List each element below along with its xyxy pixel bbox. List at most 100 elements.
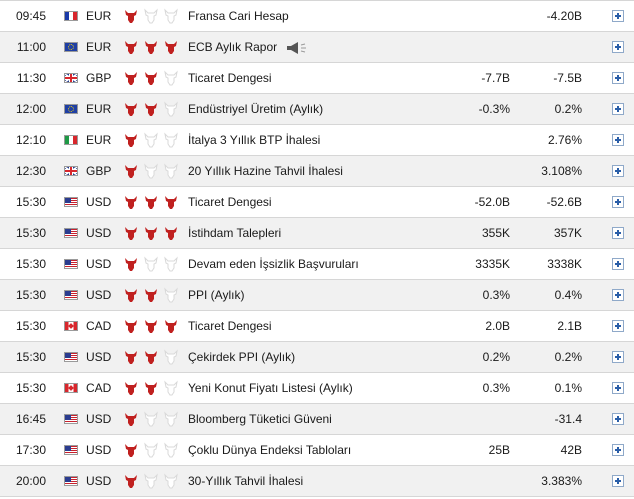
event-name[interactable]: Devam eden İşsizlik Başvuruları [188, 257, 359, 271]
country-flag-icon [64, 166, 78, 176]
event-name[interactable]: Çekirdek PPI (Aylık) [188, 350, 296, 364]
forecast-value [500, 32, 582, 62]
currency-code: CAD [86, 319, 112, 333]
currency-code: GBP [86, 71, 112, 85]
event-name[interactable]: Ticaret Dengesi [188, 319, 272, 333]
calendar-row: 17:30 USD Çoklu Dünya Endeksi Tabloları … [0, 435, 634, 466]
event-name[interactable]: Ticaret Dengesi [188, 195, 272, 209]
add-alert-button[interactable] [612, 258, 624, 270]
actual-value: -0.3% [478, 102, 510, 116]
bull-icon-active [125, 382, 137, 395]
event-time: 12:30 [15, 164, 46, 178]
bull-icon-active [145, 227, 157, 240]
bull-icon-inactive [164, 256, 178, 272]
actual-value: 3335K [475, 257, 510, 271]
event-time: 11:30 [16, 71, 46, 85]
actual-value: 0.3% [482, 381, 510, 395]
event-name[interactable]: Yeni Konut Fiyatı Listesi (Aylık) [188, 381, 353, 395]
actual-value: -52.0B [474, 195, 510, 209]
add-alert-button[interactable] [612, 444, 624, 456]
event-name[interactable]: ECB Aylık Rapor [188, 40, 278, 54]
currency-code: GBP [86, 164, 112, 178]
event-name-cell: 20 Yıllık Hazine Tahvil İhalesi [188, 156, 478, 186]
bull-icon-inactive [164, 380, 178, 396]
event-name[interactable]: İstihdam Talepleri [188, 226, 282, 240]
add-alert-button[interactable] [612, 134, 624, 146]
add-alert-button[interactable] [612, 72, 624, 84]
event-name[interactable]: 30-Yıllık Tahvil İhalesi [188, 474, 304, 488]
event-name[interactable]: Çoklu Dünya Endeksi Tabloları [188, 443, 352, 457]
country-flag-icon [64, 11, 78, 21]
event-name-cell: Ticaret Dengesi [188, 311, 478, 341]
event-name[interactable]: Fransa Cari Hesap [188, 9, 289, 23]
bull-icon-inactive [164, 411, 178, 427]
calendar-row: 11:00 EUR ECB Aylık Rapor [0, 32, 634, 63]
bull-icon-inactive [164, 287, 178, 303]
add-alert-button[interactable] [612, 351, 624, 363]
country-flag-icon [64, 197, 78, 207]
currency-code: CAD [86, 381, 112, 395]
importance-rating [123, 225, 183, 241]
currency-code: USD [86, 474, 112, 488]
event-name[interactable]: 20 Yıllık Hazine Tahvil İhalesi [188, 164, 343, 178]
add-alert-button[interactable] [612, 10, 624, 22]
currency-code: USD [86, 195, 112, 209]
add-alert-button[interactable] [612, 382, 624, 394]
country-flag-icon [64, 290, 78, 300]
add-alert-button[interactable] [612, 41, 624, 53]
bull-icon-active [165, 196, 177, 209]
add-alert-button[interactable] [612, 196, 624, 208]
currency-code: EUR [86, 102, 112, 116]
bull-icon-active [125, 72, 137, 85]
bull-icon-active [145, 41, 157, 54]
currency-code: USD [86, 288, 112, 302]
event-time: 15:30 [15, 319, 46, 333]
forecast-value: 3.108% [541, 164, 582, 178]
add-alert-button[interactable] [612, 320, 624, 332]
add-alert-button[interactable] [612, 103, 624, 115]
bull-icon-inactive [144, 163, 158, 179]
add-alert-button[interactable] [612, 289, 624, 301]
actual-value [420, 125, 510, 155]
bull-icon-active [125, 165, 137, 178]
event-time: 11:00 [16, 40, 46, 54]
add-alert-button[interactable] [612, 413, 624, 425]
event-name-cell: İtalya 3 Yıllık BTP İhalesi [188, 125, 478, 155]
forecast-value: 3338K [547, 257, 582, 271]
country-flag-icon [64, 42, 78, 52]
event-name[interactable]: Ticaret Dengesi [188, 71, 272, 85]
bull-icon-active [125, 289, 137, 302]
calendar-row: 12:30 GBP 20 Yıllık Hazine Tahvil İhales… [0, 156, 634, 187]
importance-rating [123, 287, 183, 303]
calendar-row: 11:30 GBP Ticaret Dengesi -7.7B -7.5B [0, 63, 634, 94]
bull-icon-inactive [144, 256, 158, 272]
importance-rating [123, 380, 183, 396]
currency-code: USD [86, 350, 112, 364]
bull-icon-active [145, 351, 157, 364]
country-flag-icon [64, 321, 78, 331]
event-name[interactable]: PPI (Aylık) [188, 288, 245, 302]
event-name[interactable]: İtalya 3 Yıllık BTP İhalesi [188, 133, 321, 147]
event-time: 20:00 [15, 474, 46, 488]
importance-rating [123, 194, 183, 210]
event-name-cell: Çekirdek PPI (Aylık) [188, 342, 478, 372]
add-alert-button[interactable] [612, 227, 624, 239]
add-alert-button[interactable] [612, 475, 624, 487]
forecast-value: -4.20B [546, 9, 582, 23]
importance-rating [123, 8, 183, 24]
event-name[interactable]: Endüstriyel Üretim (Aylık) [188, 102, 324, 116]
importance-rating [123, 318, 183, 334]
actual-value: 25B [488, 443, 510, 457]
country-flag-icon [64, 445, 78, 455]
event-name[interactable]: Bloomberg Tüketici Güveni [188, 412, 332, 426]
forecast-value: 3.383% [541, 474, 582, 488]
bull-icon-active [125, 196, 137, 209]
add-alert-button[interactable] [612, 165, 624, 177]
calendar-row: 12:00 EUR Endüstriyel Üretim (Aylık) -0.… [0, 94, 634, 125]
bull-icon-active [125, 41, 137, 54]
currency-code: EUR [86, 9, 112, 23]
event-name-cell: 30-Yıllık Tahvil İhalesi [188, 466, 478, 496]
forecast-value: -31.4 [554, 412, 582, 426]
event-name-cell: İstihdam Talepleri [188, 218, 478, 248]
